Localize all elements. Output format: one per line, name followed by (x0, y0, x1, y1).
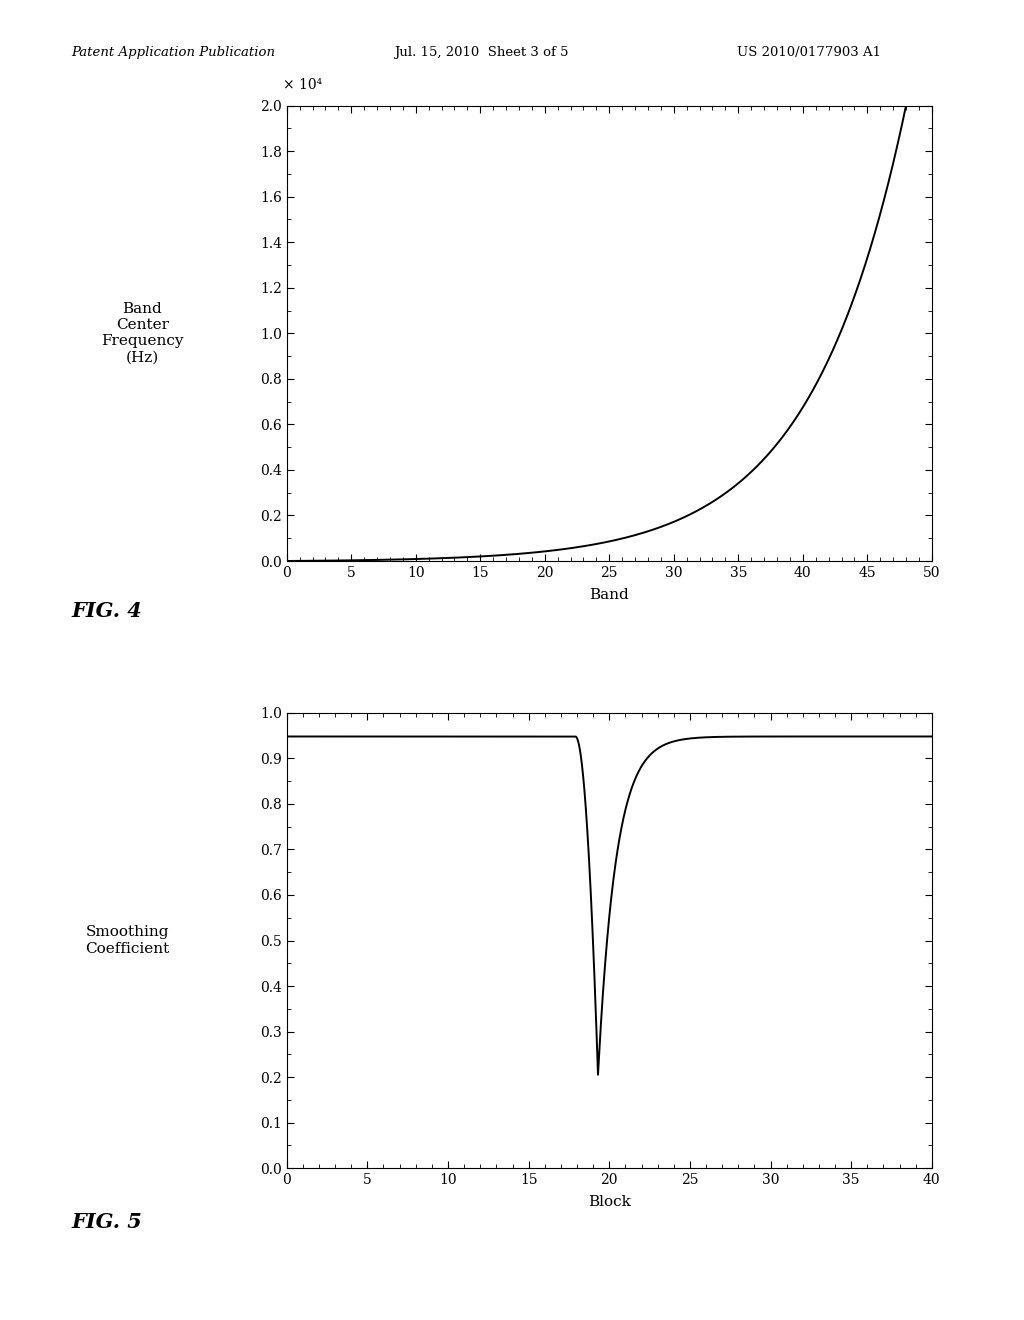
Y-axis label: Smoothing
Coefficient: Smoothing Coefficient (85, 925, 170, 956)
X-axis label: Band: Band (590, 589, 629, 602)
Text: × 10⁴: × 10⁴ (284, 78, 323, 92)
X-axis label: Block: Block (588, 1196, 631, 1209)
Text: FIG. 4: FIG. 4 (72, 601, 142, 620)
Y-axis label: Band
Center
Frequency
(Hz): Band Center Frequency (Hz) (101, 302, 183, 364)
Text: US 2010/0177903 A1: US 2010/0177903 A1 (737, 46, 882, 59)
Text: Jul. 15, 2010  Sheet 3 of 5: Jul. 15, 2010 Sheet 3 of 5 (394, 46, 568, 59)
Text: FIG. 5: FIG. 5 (72, 1212, 142, 1232)
Text: Patent Application Publication: Patent Application Publication (72, 46, 275, 59)
